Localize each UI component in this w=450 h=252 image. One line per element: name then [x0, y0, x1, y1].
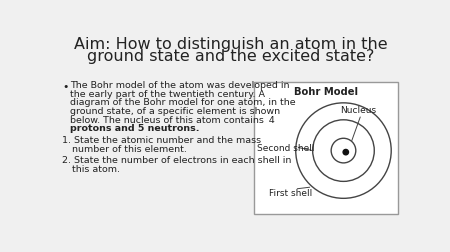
- Text: •: •: [62, 82, 68, 91]
- Bar: [254, 82, 399, 214]
- Text: protons and 5 neutrons.: protons and 5 neutrons.: [70, 124, 199, 133]
- Text: the early part of the twentieth century. A: the early part of the twentieth century.…: [70, 89, 265, 99]
- Text: Second shell: Second shell: [257, 143, 314, 152]
- Text: First shell: First shell: [269, 188, 312, 197]
- Text: Nucleus: Nucleus: [340, 105, 376, 114]
- Text: this atom.: this atom.: [72, 164, 120, 173]
- Circle shape: [343, 150, 348, 155]
- Text: Bohr Model: Bohr Model: [294, 87, 358, 97]
- Text: below. The nucleus of this atom contains  4: below. The nucleus of this atom contains…: [70, 115, 274, 124]
- Text: diagram of the Bohr model for one atom, in the: diagram of the Bohr model for one atom, …: [70, 98, 295, 107]
- Text: number of this element.: number of this element.: [72, 144, 187, 153]
- Text: ground state and the excited state?: ground state and the excited state?: [87, 49, 374, 64]
- Text: The Bohr model of the atom was developed in: The Bohr model of the atom was developed…: [70, 81, 289, 90]
- Text: Aim: How to distinguish an atom in the: Aim: How to distinguish an atom in the: [74, 36, 387, 51]
- Text: 2. State the number of electrons in each shell in: 2. State the number of electrons in each…: [62, 156, 291, 165]
- Text: ground state, of a specific element is shown: ground state, of a specific element is s…: [70, 107, 280, 116]
- Text: 1. State the atomic number and the mass: 1. State the atomic number and the mass: [62, 136, 261, 144]
